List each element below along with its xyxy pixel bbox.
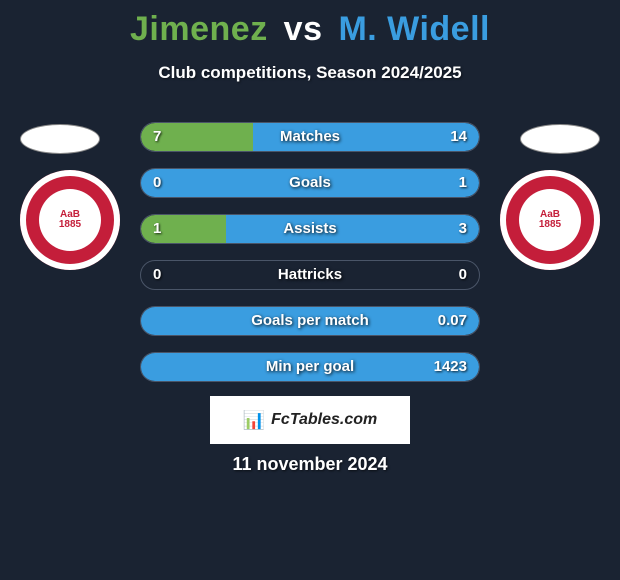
attribution-text: FcTables.com — [271, 411, 377, 429]
attribution-box: 📊 FcTables.com — [210, 396, 410, 444]
stat-bar-row: 01Goals — [140, 168, 480, 198]
bar-label: Goals — [141, 169, 479, 197]
badge-text-left: AaB 1885 — [39, 189, 101, 251]
bar-label: Goals per match — [141, 307, 479, 335]
vs-separator: vs — [284, 10, 323, 48]
flag-right-icon — [520, 124, 600, 154]
stat-bars-container: 714Matches 01Goals 13Assists 00Hattricks 0.0… — [140, 122, 480, 398]
club-badge-right: AaB 1885 — [500, 170, 600, 270]
stat-bar-row: 13Assists — [140, 214, 480, 244]
bar-label: Min per goal — [141, 353, 479, 381]
stat-bar-row: 714Matches — [140, 122, 480, 152]
date-label: 11 november 2024 — [0, 454, 620, 475]
stat-bar-row: 1423Min per goal — [140, 352, 480, 382]
bar-label: Hattricks — [141, 261, 479, 289]
player2-name: M. Widell — [338, 10, 490, 48]
comparison-title: Jimenez vs M. Widell — [0, 0, 620, 49]
stat-bar-row: 00Hattricks — [140, 260, 480, 290]
bar-label: Matches — [141, 123, 479, 151]
badge-text-right: AaB 1885 — [519, 189, 581, 251]
club-badge-left: AaB 1885 — [20, 170, 120, 270]
subtitle: Club competitions, Season 2024/2025 — [0, 63, 620, 83]
player1-name: Jimenez — [130, 10, 268, 48]
flag-left-icon — [20, 124, 100, 154]
stat-bar-row: 0.07Goals per match — [140, 306, 480, 336]
bar-label: Assists — [141, 215, 479, 243]
chart-icon: 📊 — [243, 410, 265, 431]
